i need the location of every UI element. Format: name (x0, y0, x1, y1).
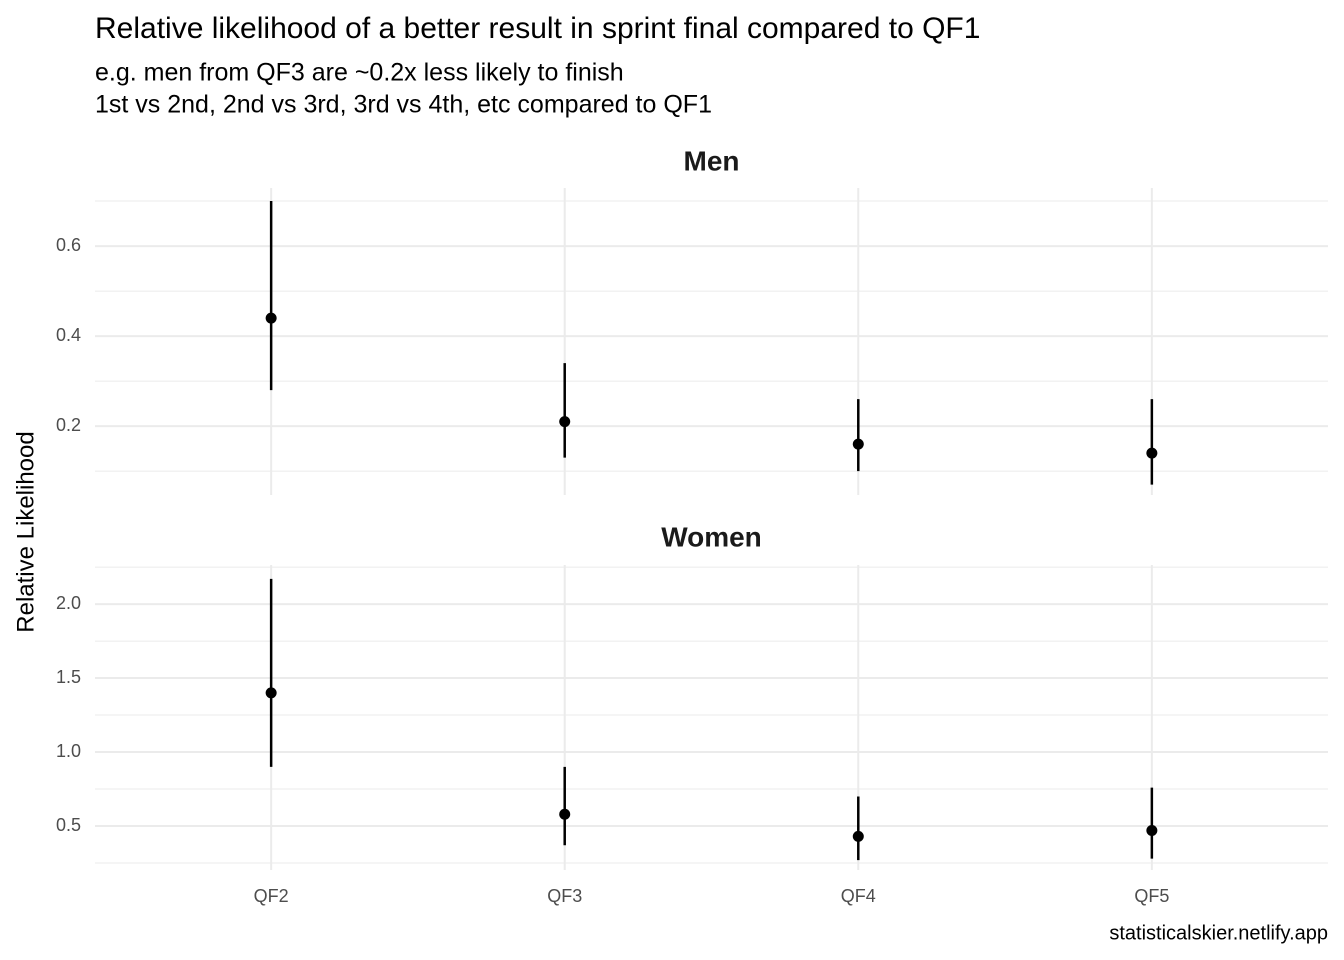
x-tick-label: QF4 (841, 886, 876, 906)
point (559, 416, 571, 428)
y-tick-label: 1.0 (56, 741, 81, 761)
y-axis-label: Relative Likelihood (12, 431, 39, 632)
facet-title: Women (661, 521, 762, 552)
subtitle: e.g. men from QF3 are ~0.2x less likely … (95, 59, 624, 87)
point (265, 312, 277, 324)
point (852, 438, 864, 450)
y-tick-label: 0.5 (56, 815, 81, 835)
x-tick-label: QF2 (254, 886, 289, 906)
y-tick-label: 0.4 (56, 325, 81, 345)
point (852, 830, 864, 842)
point (559, 808, 571, 820)
point (265, 687, 277, 699)
point (1146, 824, 1158, 836)
x-tick-label: QF3 (547, 886, 582, 906)
point (1146, 447, 1158, 459)
x-tick-label: QF5 (1134, 886, 1169, 906)
y-tick-label: 1.5 (56, 667, 81, 687)
subtitle: 1st vs 2nd, 2nd vs 3rd, 3rd vs 4th, etc … (95, 91, 712, 119)
y-tick-label: 0.2 (56, 415, 81, 435)
chart-title: Relative likelihood of a better result i… (95, 12, 980, 45)
y-tick-label: 2.0 (56, 593, 81, 613)
y-tick-label: 0.6 (56, 235, 81, 255)
caption: statisticalskier.netlify.app (1109, 922, 1328, 944)
facet-title: Men (684, 145, 740, 176)
